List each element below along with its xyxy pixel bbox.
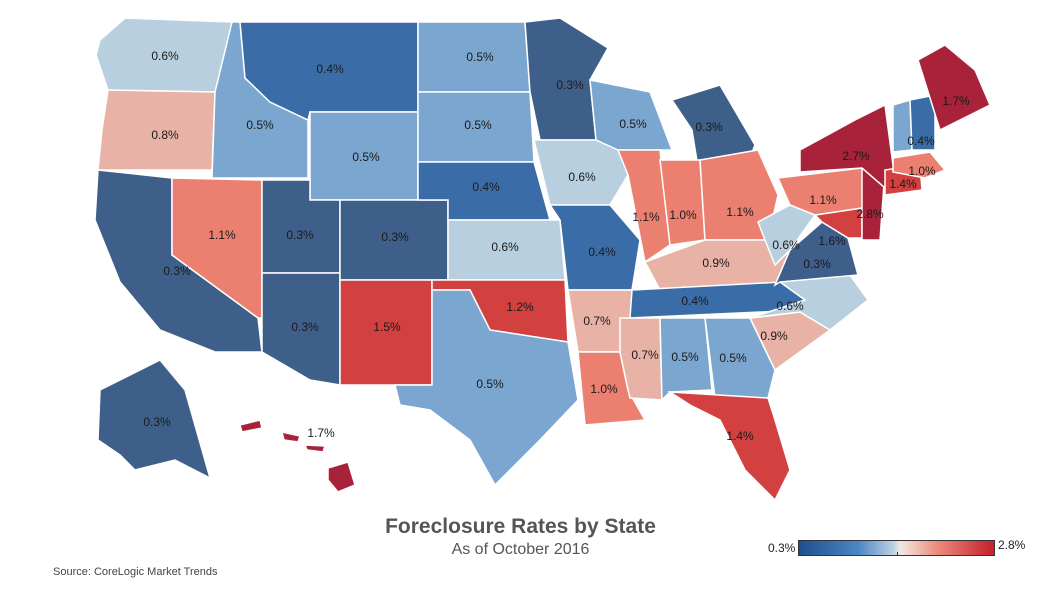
state-label-al: 0.5% — [671, 350, 699, 364]
state-al — [659, 317, 713, 402]
state-ma — [892, 151, 947, 179]
state-label-mn: 0.3% — [556, 78, 584, 92]
state-label-mt: 0.4% — [316, 62, 344, 76]
state-label-la: 1.0% — [590, 382, 618, 396]
state-label-wa: 0.6% — [151, 49, 179, 63]
state-label-ia: 0.6% — [568, 170, 596, 184]
state-me — [917, 44, 991, 132]
state-label-ar: 0.7% — [583, 314, 611, 328]
state-hi — [239, 419, 356, 493]
state-label-ne: 0.4% — [472, 180, 500, 194]
state-label-va: 0.3% — [803, 257, 831, 271]
state-tx — [394, 289, 579, 487]
state-label-id: 0.5% — [246, 118, 274, 132]
state-label-oh: 1.1% — [726, 205, 754, 219]
color-legend: 0.3% 2.8% — [768, 538, 1028, 560]
state-label-ga: 0.5% — [719, 351, 747, 365]
state-label-ny: 2.7% — [842, 149, 870, 163]
state-or — [97, 89, 216, 171]
state-label-ma: 1.0% — [908, 164, 936, 178]
map-subtitle: As of October 2016 — [451, 541, 590, 558]
state-nv — [171, 177, 263, 319]
source-note: Source: CoreLogic Market Trends — [53, 566, 218, 578]
state-label-nd: 0.5% — [466, 50, 494, 64]
state-label-ct: 1.4% — [889, 177, 917, 191]
state-fl — [667, 391, 791, 502]
state-label-fl: 1.4% — [726, 429, 754, 443]
state-label-tn: 0.4% — [681, 294, 709, 308]
state-label-nc: 0.6% — [776, 299, 804, 313]
state-label-wi: 0.5% — [619, 117, 647, 131]
state-label-ks: 0.6% — [491, 240, 519, 254]
state-label-nv: 1.1% — [208, 228, 236, 242]
state-label-ms: 0.7% — [631, 348, 659, 362]
legend-min-label: 0.3% — [768, 541, 796, 555]
state-nh — [909, 94, 936, 151]
legend-max-label: 2.8% — [998, 538, 1026, 552]
state-label-me: 1.7% — [942, 94, 970, 108]
legend-gradient-bar — [798, 540, 995, 556]
state-label-mi: 0.3% — [695, 120, 723, 134]
state-label-md: 1.6% — [818, 234, 846, 248]
state-az — [261, 272, 341, 386]
state-label-nm: 1.5% — [373, 320, 401, 334]
state-il — [616, 149, 671, 264]
state-label-in: 1.0% — [669, 208, 697, 222]
state-ak — [97, 359, 212, 480]
state-label-hi: 1.7% — [307, 426, 335, 440]
state-label-mo: 0.4% — [588, 245, 616, 259]
state-nc — [749, 274, 870, 331]
state-label-ky: 0.9% — [702, 256, 730, 270]
state-label-ca: 0.3% — [163, 264, 191, 278]
state-label-co: 0.3% — [381, 230, 409, 244]
state-label-ok: 1.2% — [506, 300, 534, 314]
state-label-az: 0.3% — [291, 320, 319, 334]
state-label-il: 1.1% — [632, 210, 660, 224]
state-label-tx: 0.5% — [476, 377, 504, 391]
state-label-wv: 0.6% — [772, 238, 800, 252]
state-label-nj: 2.8% — [856, 207, 884, 221]
state-label-pa: 1.1% — [809, 193, 837, 207]
state-ga — [704, 317, 776, 399]
state-label-nh: 0.4% — [907, 134, 935, 148]
state-label-wy: 0.5% — [352, 150, 380, 164]
state-label-sc: 0.9% — [760, 329, 788, 343]
state-label-or: 0.8% — [151, 128, 179, 142]
state-la — [577, 351, 647, 426]
state-wi — [589, 79, 674, 151]
map-title: Foreclosure Rates by State — [385, 515, 656, 538]
state-label-sd: 0.5% — [464, 118, 492, 132]
legend-midpoint-tick — [897, 552, 898, 556]
state-label-ak: 0.3% — [143, 415, 171, 429]
state-label-ut: 0.3% — [286, 228, 314, 242]
